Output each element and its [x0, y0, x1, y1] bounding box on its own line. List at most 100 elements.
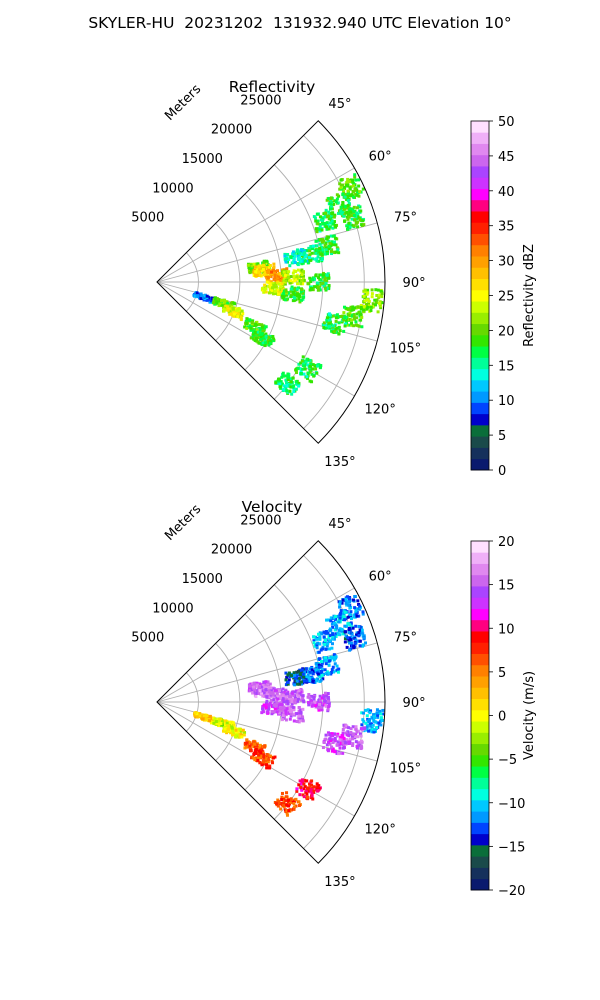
echo-pixel — [276, 688, 280, 692]
echo-pixel — [346, 183, 350, 187]
echo-pixel — [284, 374, 288, 378]
echo-pixel — [223, 300, 227, 304]
echo-pixel — [349, 305, 353, 309]
echo-pixel — [326, 320, 330, 324]
echo-pixel — [323, 691, 327, 695]
echo-pixel — [222, 301, 226, 305]
echo-pixel — [277, 799, 281, 803]
colorbar-tick-label: 0 — [498, 464, 506, 479]
echo-pixel — [301, 793, 305, 797]
echo-pixel — [226, 305, 230, 309]
echo-pixel — [327, 733, 331, 737]
echo-pixel — [343, 618, 347, 622]
echo-pixel — [258, 761, 262, 765]
echo-pixel — [267, 343, 271, 347]
echo-pixel — [378, 709, 382, 713]
echo-pixel — [324, 275, 328, 279]
echo-pixel — [313, 277, 317, 281]
echo-pixel — [252, 742, 256, 746]
colorbar-segment — [471, 541, 489, 553]
echo-pixel — [330, 622, 334, 626]
echo-pixel — [318, 702, 322, 706]
echo-pixel — [255, 267, 259, 271]
echo-pixel — [354, 732, 358, 736]
echo-pixel — [261, 267, 265, 271]
echo-pixel — [366, 723, 370, 727]
echo-pixel — [303, 785, 307, 789]
colorbar-segment — [471, 698, 489, 711]
echo-pixel — [340, 601, 344, 605]
echo-pixel — [323, 252, 327, 256]
echo-pixel — [353, 642, 357, 646]
echo-pixel — [279, 690, 283, 694]
echo-pixel — [287, 376, 291, 380]
echo-pixel — [255, 320, 259, 324]
echo-pixel — [271, 335, 275, 339]
echo-pixel — [348, 613, 352, 617]
echo-pixel — [262, 290, 266, 294]
echo-pixel — [297, 362, 301, 366]
colorbar-tick-label: −20 — [498, 884, 525, 899]
echo-pixel — [264, 334, 268, 338]
echo-pixel — [270, 270, 274, 274]
echo-pixel — [268, 264, 272, 268]
echo-pixel — [245, 738, 249, 742]
echo-pixel — [347, 726, 351, 730]
echo-pixel — [272, 703, 276, 707]
echo-pixel — [335, 246, 339, 250]
echo-pixel — [293, 690, 297, 694]
echo-pixel — [303, 259, 307, 263]
colorbar-segment — [471, 653, 489, 666]
echo-pixel — [292, 719, 296, 723]
echo-pixel — [310, 287, 314, 291]
theta-tick-label: 135° — [324, 455, 355, 470]
echo-pixel — [231, 728, 235, 732]
echo-pixel — [300, 287, 304, 291]
echo-pixel — [320, 659, 324, 663]
echo-pixel — [294, 278, 298, 282]
echo-pixel — [254, 743, 258, 747]
theta-tick-label: 135° — [324, 875, 355, 890]
echo-pixel — [244, 320, 248, 324]
colorbar-segment — [471, 312, 489, 325]
echo-pixel — [366, 708, 370, 712]
echo-pixel — [348, 186, 352, 190]
echo-pixel — [339, 210, 343, 214]
echo-pixel — [336, 670, 340, 674]
echo-pixel — [354, 178, 358, 182]
echo-pixel — [298, 672, 302, 676]
r-tick-label: 5000 — [131, 631, 164, 646]
echo-pixel — [344, 741, 348, 745]
echo-pixel — [265, 280, 269, 284]
echo-pixel — [300, 268, 304, 272]
echo-pixel — [253, 744, 257, 748]
echo-pixel — [297, 689, 301, 693]
echo-cell — [294, 355, 323, 384]
colorbar-segment — [471, 597, 489, 609]
echo-pixel — [299, 690, 303, 694]
echo-pixel — [292, 708, 296, 712]
echo-pixel — [346, 217, 350, 221]
echo-pixel — [276, 381, 280, 385]
echo-pixel — [368, 728, 372, 732]
echo-pixel — [275, 273, 279, 277]
echo-pixel — [293, 279, 297, 283]
echo-pixel — [227, 727, 231, 731]
echo-pixel — [341, 735, 345, 739]
echo-pixel — [324, 662, 328, 666]
r-tick-label: 5000 — [131, 211, 164, 226]
echo-pixel — [299, 698, 303, 702]
echo-pixel — [238, 727, 242, 731]
echo-pixel — [289, 275, 293, 279]
echo-pixel — [334, 316, 338, 320]
echo-pixel — [379, 712, 383, 716]
echo-pixel — [289, 710, 293, 714]
echo-pixel — [312, 695, 316, 699]
echo-pixel — [305, 786, 309, 790]
echo-pixel — [240, 735, 244, 739]
echo-pixel — [299, 282, 303, 286]
echo-pixel — [328, 211, 332, 215]
echo-pixel — [324, 281, 328, 285]
echo-pixel — [339, 614, 343, 618]
echo-pixel — [327, 316, 331, 320]
